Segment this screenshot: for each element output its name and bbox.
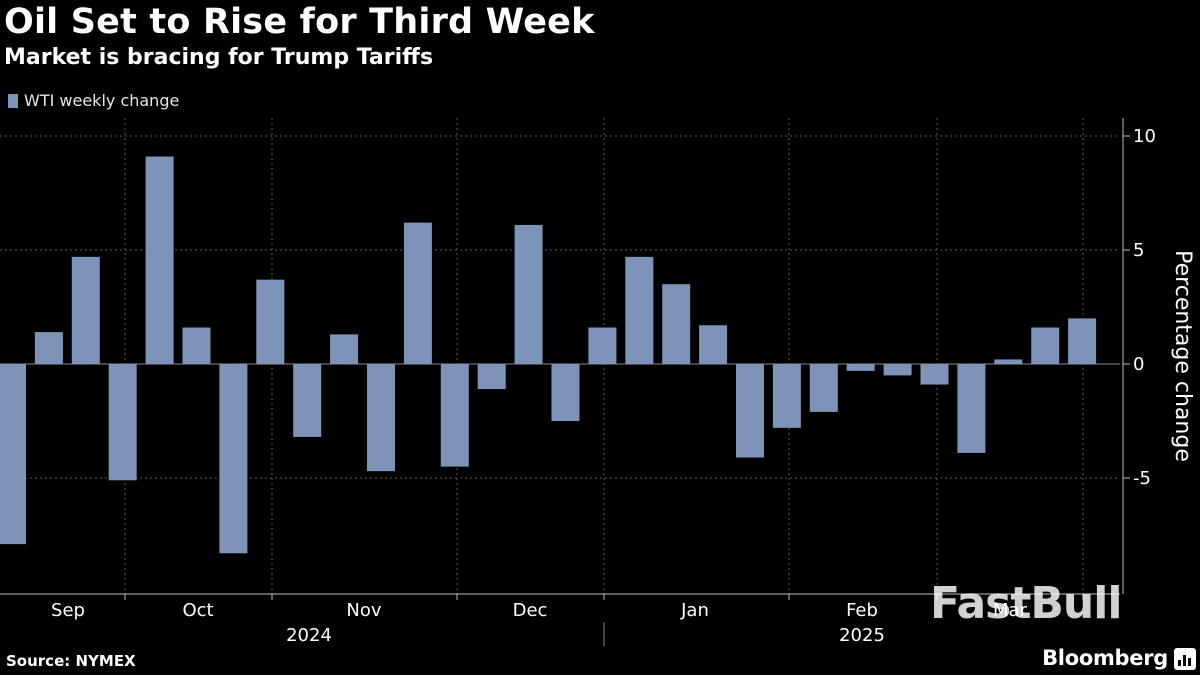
bar [514,224,543,364]
y-axis-title: Percentage change [1170,250,1195,462]
bar [0,364,26,545]
bar [1068,318,1097,364]
year-label: 2025 [839,625,885,646]
year-label: 2024 [286,625,332,646]
bar [219,364,248,554]
legend-label: WTI weekly change [24,91,180,110]
bar [1031,327,1060,364]
bar [772,364,801,428]
bar [182,327,211,364]
y-tick-label: 5 [1133,240,1144,261]
bar [662,284,691,364]
bar [477,364,506,390]
bar [957,364,986,453]
bloomberg-logo-icon [1174,648,1196,670]
bar [367,364,395,472]
bar [809,364,838,412]
bar [71,256,100,364]
chart-title: Oil Set to Rise for Third Week [4,2,595,42]
bar [256,279,285,364]
y-tick-label: -5 [1133,468,1151,489]
bar [403,222,432,364]
source-note: Source: NYMEX [6,652,136,670]
chart-subtitle: Market is bracing for Trump Tariffs [4,45,434,70]
bar [145,156,174,364]
bar [551,364,580,421]
bar [699,325,728,364]
bar [883,364,912,376]
bar [588,327,617,364]
x-tick-label: Dec [513,600,548,621]
y-tick-label: 10 [1133,126,1156,147]
bar [108,364,137,481]
y-tick-label: 0 [1133,354,1144,375]
bar [846,364,875,371]
bar [736,364,764,458]
legend-swatch [8,93,18,108]
x-tick-label: Feb [846,600,878,621]
bar [293,364,322,437]
x-tick-label: Mar [993,600,1028,621]
bar [440,364,469,467]
x-tick-label: Nov [346,600,381,621]
legend: WTI weekly change [8,91,179,110]
bar [994,359,1023,364]
x-tick-label: Sep [51,600,85,621]
bar [625,256,654,364]
x-tick-label: Jan [680,600,709,621]
x-tick-label: Oct [182,600,213,621]
fastbull-watermark: FastBull [930,578,1122,629]
bar [330,334,359,364]
bar [34,332,63,364]
bar [920,364,949,385]
bloomberg-brand: Bloomberg [1042,646,1168,670]
